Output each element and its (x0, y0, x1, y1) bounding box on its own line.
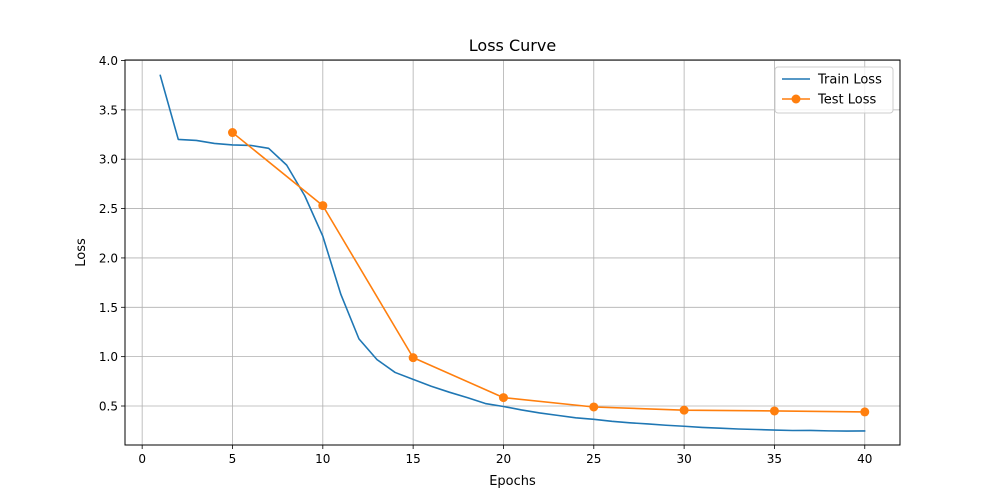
y-tick-label: 3.0 (99, 153, 118, 167)
x-axis-label: Epochs (489, 474, 536, 489)
x-tick-label: 10 (315, 452, 330, 466)
test-loss-point (498, 393, 508, 403)
grid (125, 60, 900, 445)
legend-label-test: Test Loss (817, 93, 876, 108)
axis-ticks: 0 5 10 15 20 25 30 35 40 0.5 1.0 1.5 2.0 2.5 3.0 3.5 4.0 (99, 54, 873, 466)
legend-marker-test (791, 94, 801, 104)
legend: Train Loss Test Loss (774, 66, 894, 114)
x-tick-label: 40 (857, 452, 872, 466)
series-line-train-loss (159, 74, 866, 432)
test-loss-point (227, 128, 237, 138)
chart-title: Loss Curve (469, 36, 556, 55)
series-line-test-loss (231, 131, 866, 413)
y-tick-label: 1.0 (99, 350, 118, 364)
x-tick-label: 0 (138, 452, 146, 466)
x-tick-label: 5 (229, 452, 237, 466)
legend-label-train: Train Loss (817, 73, 882, 88)
x-tick-label: 25 (586, 452, 601, 466)
test-loss-point (769, 406, 779, 416)
test-loss-point (408, 353, 418, 363)
test-loss-point (318, 201, 328, 211)
y-tick-label: 0.5 (99, 400, 118, 414)
plot-frame (124, 59, 901, 446)
x-tick-label: 20 (496, 452, 511, 466)
series-layer (159, 74, 870, 432)
test-loss-point (860, 407, 870, 417)
y-tick-label: 2.0 (99, 251, 118, 265)
test-loss-point (679, 405, 689, 415)
test-loss-point (589, 402, 599, 412)
y-tick-label: 3.5 (99, 103, 118, 117)
y-tick-label: 1.5 (99, 301, 118, 315)
y-tick-label: 2.5 (99, 202, 118, 216)
x-tick-label: 35 (767, 452, 782, 466)
y-tick-label: 4.0 (99, 54, 118, 68)
x-tick-label: 30 (676, 452, 691, 466)
x-tick-label: 15 (406, 452, 421, 466)
y-axis-label: Loss (74, 238, 89, 267)
